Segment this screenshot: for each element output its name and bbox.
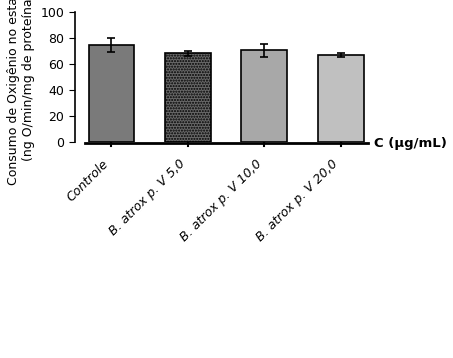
Bar (318, 55, 364, 142)
Bar (241, 50, 287, 142)
Text: Controle: Controle (65, 158, 111, 204)
Text: C (µg/mL): C (µg/mL) (374, 136, 447, 150)
Text: B. atrox p. V 10,0: B. atrox p. V 10,0 (178, 158, 265, 244)
Bar (165, 53, 211, 142)
Bar (88, 45, 135, 142)
Y-axis label: Consumo de Oxigênio no estado 3
(ng O/min/mg de proteína): Consumo de Oxigênio no estado 3 (ng O/mi… (7, 0, 35, 185)
Text: B. atrox p. V 5,0: B. atrox p. V 5,0 (107, 158, 188, 238)
Text: B. atrox p. V 20,0: B. atrox p. V 20,0 (254, 158, 341, 244)
